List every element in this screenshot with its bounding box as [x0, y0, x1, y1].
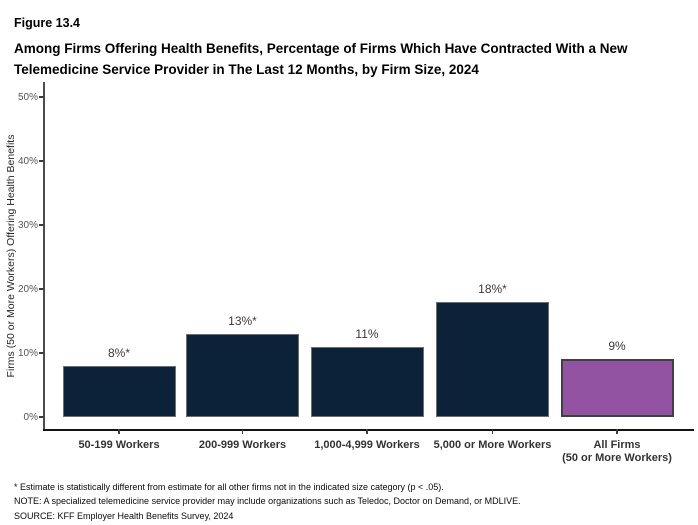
x-category-label: 200-999 Workers [198, 439, 287, 451]
y-tick-mark [38, 416, 44, 418]
bar-all-firms [560, 359, 674, 417]
figure-number: Figure 13.4 [14, 16, 80, 30]
x-category-label: 1,000-4,999 Workers [314, 439, 420, 451]
bar-value-label: 9% [608, 339, 626, 354]
x-category-label: 5,000 or More Workers [433, 439, 552, 451]
y-axis-line [43, 82, 45, 429]
y-tick-label: 0% [23, 411, 38, 423]
figure-title: Among Firms Offering Health Benefits, Pe… [14, 41, 628, 77]
y-axis-title: Firms (50 or More Workers) Offering Heal… [5, 134, 17, 378]
bar-value-label: 13%* [228, 313, 257, 328]
bar-50-199-workers [62, 365, 176, 417]
y-tick-label: 50% [17, 91, 38, 103]
y-tick-label: 30% [17, 219, 38, 231]
x-tick-mark [241, 429, 244, 434]
y-tick-mark [38, 288, 44, 290]
x-tick-mark [491, 429, 494, 434]
y-tick-mark [38, 160, 44, 162]
footnote-source: SOURCE: KFF Employer Health Benefits Sur… [14, 510, 234, 521]
footnote-note: NOTE: A specialized telemedicine service… [14, 496, 521, 507]
x-tick-mark [366, 429, 368, 434]
x-category-label: All Firms (50 or More Workers) [562, 439, 672, 464]
bar-value-label: 18%* [478, 281, 507, 296]
y-tick-label: 40% [17, 155, 38, 167]
y-tick-mark [38, 224, 44, 226]
footnote-estimate: * Estimate is statistically different fr… [14, 482, 444, 492]
x-tick-mark [118, 429, 120, 434]
y-tick-label: 20% [17, 283, 38, 295]
footnotes: * Estimate is statistically different fr… [14, 480, 521, 523]
y-tick-mark [38, 352, 44, 354]
x-axis-line [43, 429, 694, 431]
x-tick-mark [616, 429, 618, 434]
x-category-label: 50-199 Workers [78, 439, 160, 451]
bar-value-label: 8%* [107, 345, 130, 360]
bar-value-label: 11% [355, 326, 379, 341]
bar-1-000-4-999-workers [310, 346, 424, 417]
y-tick-label: 10% [17, 347, 38, 359]
bar-5-000-or-more-workers [436, 301, 549, 417]
bar-200-999-workers [186, 333, 299, 417]
y-tick-mark [38, 96, 44, 98]
